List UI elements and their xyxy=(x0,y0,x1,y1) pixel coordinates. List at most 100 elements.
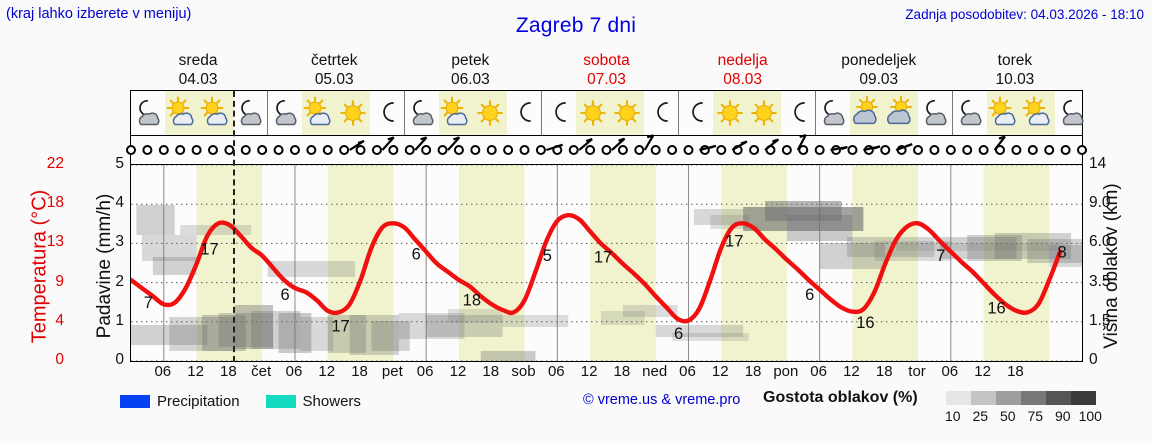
day-name: četrtek xyxy=(310,52,358,69)
cloud-height-tick: 3.5 xyxy=(1089,272,1111,290)
wind-calm-marker xyxy=(453,145,464,155)
temperature-extreme-label: 7 xyxy=(936,247,945,265)
sun-cloud-icon xyxy=(302,91,336,135)
sun-cloud-icon xyxy=(987,91,1021,135)
wind-barb xyxy=(447,136,461,151)
time-tick-label: pon xyxy=(773,363,799,380)
legend-item-precipitation: Precipitation xyxy=(120,393,240,410)
wind-calm-marker xyxy=(1077,145,1087,155)
time-tick-label: 06 xyxy=(547,363,565,380)
cloud-height-tick: 0 xyxy=(1089,351,1098,368)
wind-calm-marker xyxy=(158,145,169,155)
wind-calm-marker xyxy=(929,145,940,155)
wind-calm-marker xyxy=(650,145,661,155)
temperature-tick: 9 xyxy=(55,272,64,290)
wind-barb xyxy=(546,143,563,152)
showers-swatch xyxy=(265,394,296,408)
location-menu-note: (kraj lahko izberete v meniju) xyxy=(6,6,192,22)
wind-barb xyxy=(414,136,428,151)
time-tick-label: 06 xyxy=(285,363,303,380)
time-tick-label: 18 xyxy=(220,363,237,380)
temperature-extreme-label: 17 xyxy=(725,232,743,250)
moon-icon xyxy=(644,91,678,135)
moon-icon xyxy=(370,91,404,135)
moon-icon xyxy=(542,91,576,135)
wind-calm-marker xyxy=(995,145,1006,155)
precipitation-legend: Precipitation Showers xyxy=(120,390,379,412)
wind-calm-marker xyxy=(749,145,760,155)
time-axis-labels: 06 12 18 čet 06 12 18 pet 06 12 18 sob 06 12 18 ned 06 12… xyxy=(130,363,1083,385)
cloud-height-tick: 9.0 xyxy=(1089,194,1111,212)
day-date: 04.03 xyxy=(178,71,218,88)
sun-cloud-icon xyxy=(165,91,199,135)
day-date: 08.03 xyxy=(723,71,763,88)
wind-calm-marker xyxy=(617,145,628,155)
wind-calm-marker xyxy=(257,145,268,155)
day-header-4: nedelja 08.03 xyxy=(675,50,811,90)
last-update-label: Zadnja posodobitev: 04.03.2026 - 18:10 xyxy=(905,7,1144,22)
temperature-tick: 4 xyxy=(55,311,64,329)
time-tick-label: 12 xyxy=(580,363,598,380)
time-tick-label: čet xyxy=(251,363,272,380)
credit-link[interactable]: © vreme.us & vreme.pro xyxy=(583,392,741,408)
cloud-density-color-scale xyxy=(946,391,1096,405)
wind-calm-marker xyxy=(585,145,596,155)
wind-calm-marker xyxy=(470,145,481,155)
wind-calm-marker xyxy=(273,145,284,155)
wind-calm-marker xyxy=(175,145,186,155)
cloud-density-legend-title: Gostota oblakov (%) xyxy=(763,389,918,406)
cloud-density-scale-labels: 10 25 50 75 90 100 xyxy=(939,408,1104,426)
weather-icon-band xyxy=(130,90,1084,136)
wind-calm-marker xyxy=(634,145,645,155)
wind-calm-marker xyxy=(240,145,251,155)
wind-calm-marker xyxy=(814,145,825,155)
wind-calm-marker xyxy=(404,145,415,155)
moon-icon xyxy=(679,91,713,135)
icon-day-5 xyxy=(816,91,953,135)
time-tick-label: 06 xyxy=(810,363,827,380)
cloud-sun-icon xyxy=(884,91,918,135)
cloud-sun-icon xyxy=(850,91,884,135)
sun-cloud-icon xyxy=(199,91,233,135)
moon-icon xyxy=(507,91,541,135)
wind-calm-marker xyxy=(978,145,989,155)
cloud-scale-step xyxy=(996,391,1021,405)
cloud-scale-value: 100 xyxy=(1078,408,1102,424)
day-date: 10.03 xyxy=(995,71,1035,88)
moon-cloud-icon xyxy=(405,91,439,135)
day-name: torek xyxy=(997,52,1033,69)
time-tick-label: pet xyxy=(381,363,403,380)
time-tick-label: 18 xyxy=(744,363,762,380)
time-tick-label: 12 xyxy=(711,363,729,380)
time-tick-label: 18 xyxy=(613,363,631,380)
wind-calm-marker xyxy=(322,145,333,155)
day-header-5: ponedeljek 09.03 xyxy=(811,50,947,90)
wind-calm-marker xyxy=(601,145,612,155)
legend-label-showers: Showers xyxy=(302,392,361,410)
wind-barb-row xyxy=(126,133,1087,164)
temperature-extreme-label: 6 xyxy=(805,286,814,304)
moon-cloud-icon xyxy=(918,91,952,135)
time-tick-label: ned xyxy=(642,363,668,380)
wind-barb xyxy=(863,145,881,152)
icon-day-4 xyxy=(679,91,816,135)
wind-calm-marker xyxy=(126,145,136,155)
icon-day-1 xyxy=(268,91,405,135)
sun-cloud-icon xyxy=(439,91,473,135)
wind-calm-marker xyxy=(568,145,579,155)
temperature-extreme-label: 8 xyxy=(1058,244,1067,262)
temperature-extreme-label: 16 xyxy=(856,314,874,332)
precipitation-swatch xyxy=(120,394,150,408)
day-name: ponedeljek xyxy=(841,52,917,69)
moon-icon xyxy=(781,91,815,135)
cloud-height-tick: 1.5 xyxy=(1089,311,1111,329)
cloud-scale-value: 50 xyxy=(999,408,1016,424)
temperature-tick: 0 xyxy=(55,351,64,368)
wind-barb xyxy=(895,143,913,152)
day-date: 05.03 xyxy=(314,71,354,88)
cloud-height-tick: 14 xyxy=(1089,155,1107,172)
cloud-scale-step xyxy=(946,391,971,405)
wind-barb xyxy=(699,144,717,152)
precipitation-tick: 2 xyxy=(115,272,124,290)
wind-calm-marker xyxy=(1060,145,1071,155)
